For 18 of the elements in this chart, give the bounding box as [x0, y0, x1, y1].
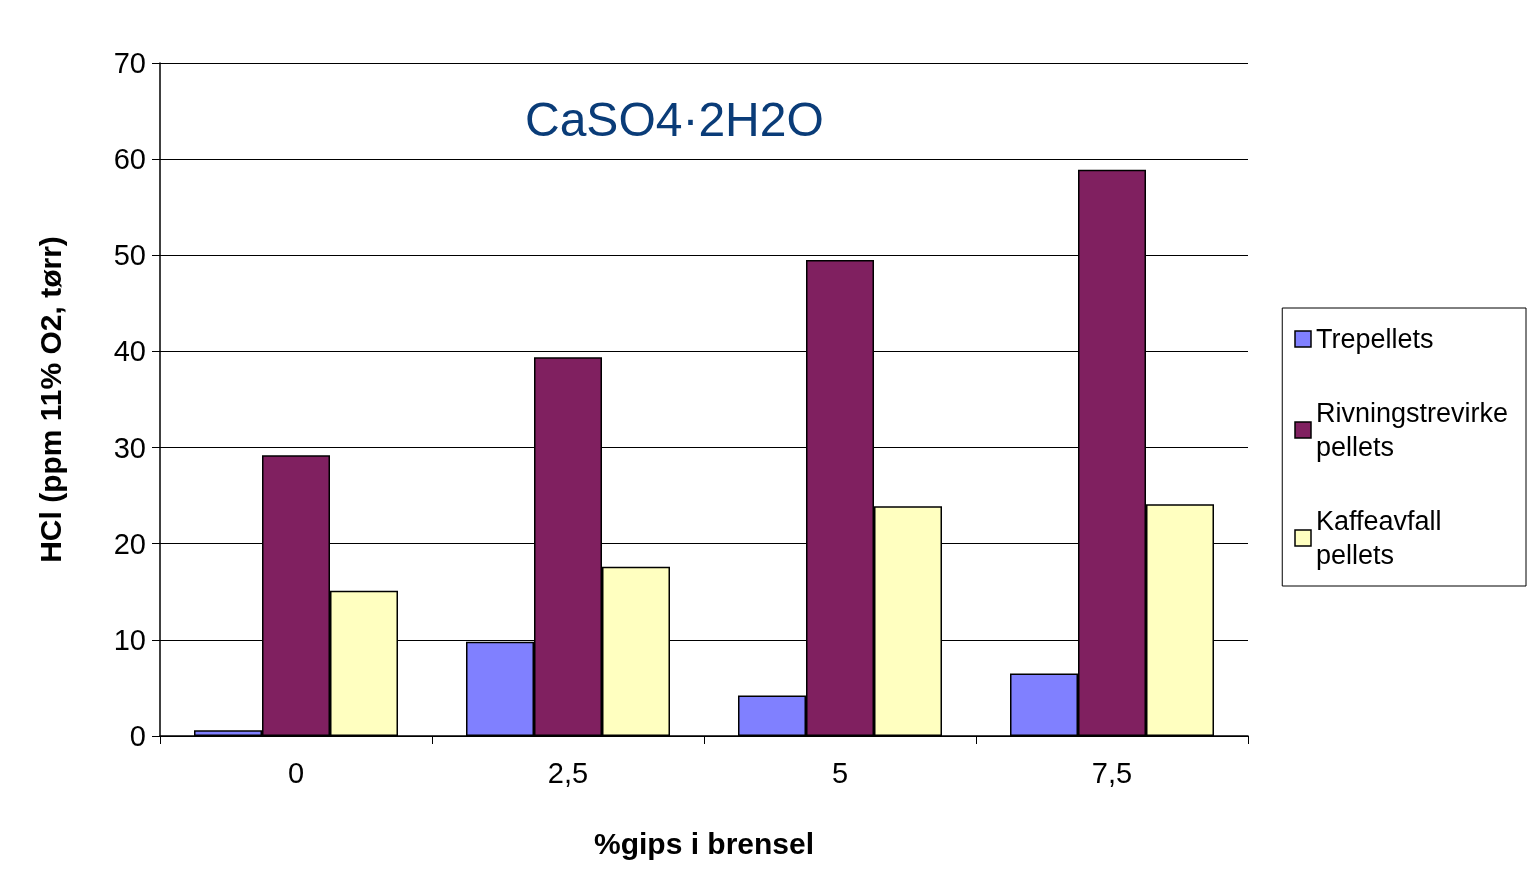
y-tick-label: 50: [113, 239, 146, 272]
legend-label: Kaffeavfall pellets: [1316, 506, 1450, 570]
legend-label: Rivningstrevirke pellets: [1316, 398, 1516, 462]
y-tick-label: 40: [113, 335, 146, 368]
y-tick-label: 30: [113, 431, 146, 464]
y-tick-label: 10: [113, 623, 146, 656]
legend-label: Trepellets: [1316, 324, 1434, 354]
y-tick-label: 20: [113, 527, 146, 560]
y-tick-label: 60: [113, 143, 146, 176]
x-tick-label: 5: [831, 756, 849, 789]
y-tick-label: 70: [113, 47, 146, 79]
annotation: CaSO4·2H2O: [525, 92, 824, 146]
x-tick-label: 7,5: [1091, 756, 1133, 789]
y-tick-label: 0: [129, 720, 146, 752]
y-axis-title: HCl (ppm 11% O2, tørr): [33, 236, 67, 563]
x-axis-title: %gips i brensel: [593, 826, 815, 860]
x-tick-label: 0: [287, 756, 305, 789]
x-tick-label: 2,5: [547, 756, 589, 789]
